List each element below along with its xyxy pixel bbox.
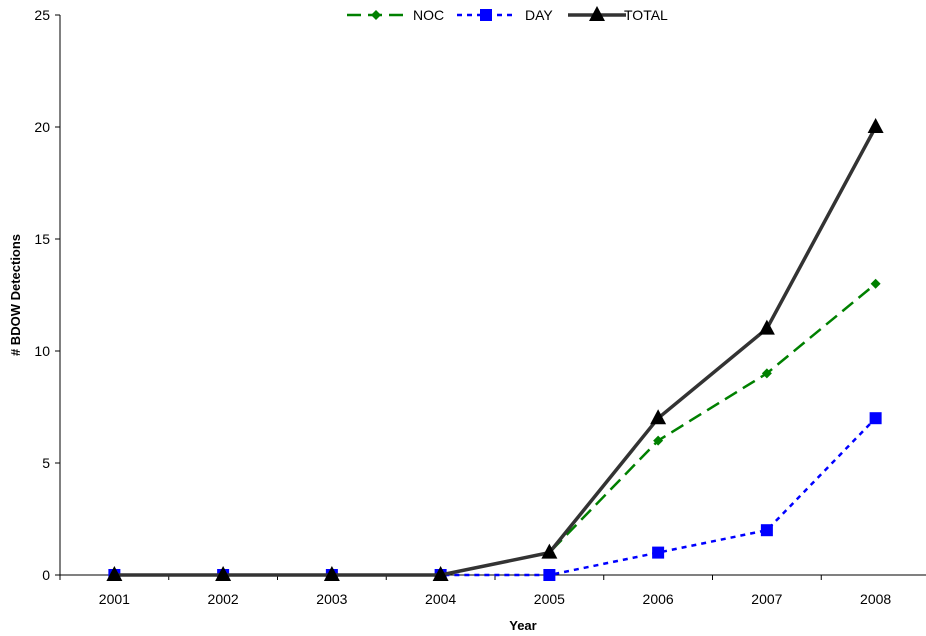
data-point-noc	[761, 368, 772, 379]
x-ticks: 2001 2002 2003 2004 2005 2006 2007 2008	[59, 575, 891, 607]
data-point-total	[541, 543, 558, 559]
data-point-total	[106, 566, 123, 581]
y-tick-label: 15	[34, 231, 50, 247]
series-total	[106, 118, 884, 581]
data-point-total	[215, 566, 232, 581]
data-point-total	[867, 118, 884, 133]
x-tick-label: 2004	[425, 591, 456, 607]
data-point-noc	[653, 435, 664, 446]
legend: NOC DAY TOTAL	[347, 6, 668, 23]
x-tick-label: 2006	[643, 591, 674, 607]
axes	[59, 15, 926, 576]
legend-marker-day	[480, 9, 492, 21]
series-line-total	[114, 126, 878, 577]
x-tick-label: 2008	[860, 591, 891, 607]
x-axis-title: Year	[509, 618, 536, 633]
legend-item-total: TOTAL	[568, 6, 668, 23]
legend-item-noc: NOC	[347, 7, 444, 23]
data-point-total	[432, 566, 449, 581]
legend-label-noc: NOC	[413, 7, 444, 23]
data-point-day	[869, 412, 882, 425]
data-point-total	[758, 319, 775, 335]
series-day	[108, 412, 882, 581]
legend-marker-noc	[371, 10, 381, 20]
y-tick-label: 0	[42, 567, 50, 583]
y-tick-label: 20	[34, 119, 50, 135]
series-line-day	[114, 417, 877, 577]
data-point-total	[650, 409, 667, 425]
data-point-day	[760, 524, 773, 537]
data-point-total	[323, 566, 340, 581]
data-point-day	[543, 569, 556, 581]
y-tick-label: 5	[42, 455, 50, 471]
y-axis-title: # BDOW Detections	[8, 234, 23, 356]
data-point-day	[652, 546, 665, 559]
legend-item-day: DAY	[457, 7, 553, 23]
series-layer	[106, 118, 884, 581]
x-tick-label: 2002	[208, 591, 239, 607]
legend-label-day: DAY	[525, 7, 553, 23]
x-tick-label: 2005	[534, 591, 565, 607]
y-tick-label: 10	[34, 343, 50, 359]
x-tick-label: 2003	[316, 591, 347, 607]
data-point-noc	[870, 278, 881, 289]
y-ticks: 0 5 10 15 20 25	[34, 7, 60, 583]
legend-label-total: TOTAL	[624, 7, 668, 23]
x-tick-label: 2007	[751, 591, 782, 607]
legend-marker-total	[589, 6, 605, 21]
y-tick-label: 25	[34, 7, 50, 23]
x-tick-label: 2001	[99, 591, 130, 607]
